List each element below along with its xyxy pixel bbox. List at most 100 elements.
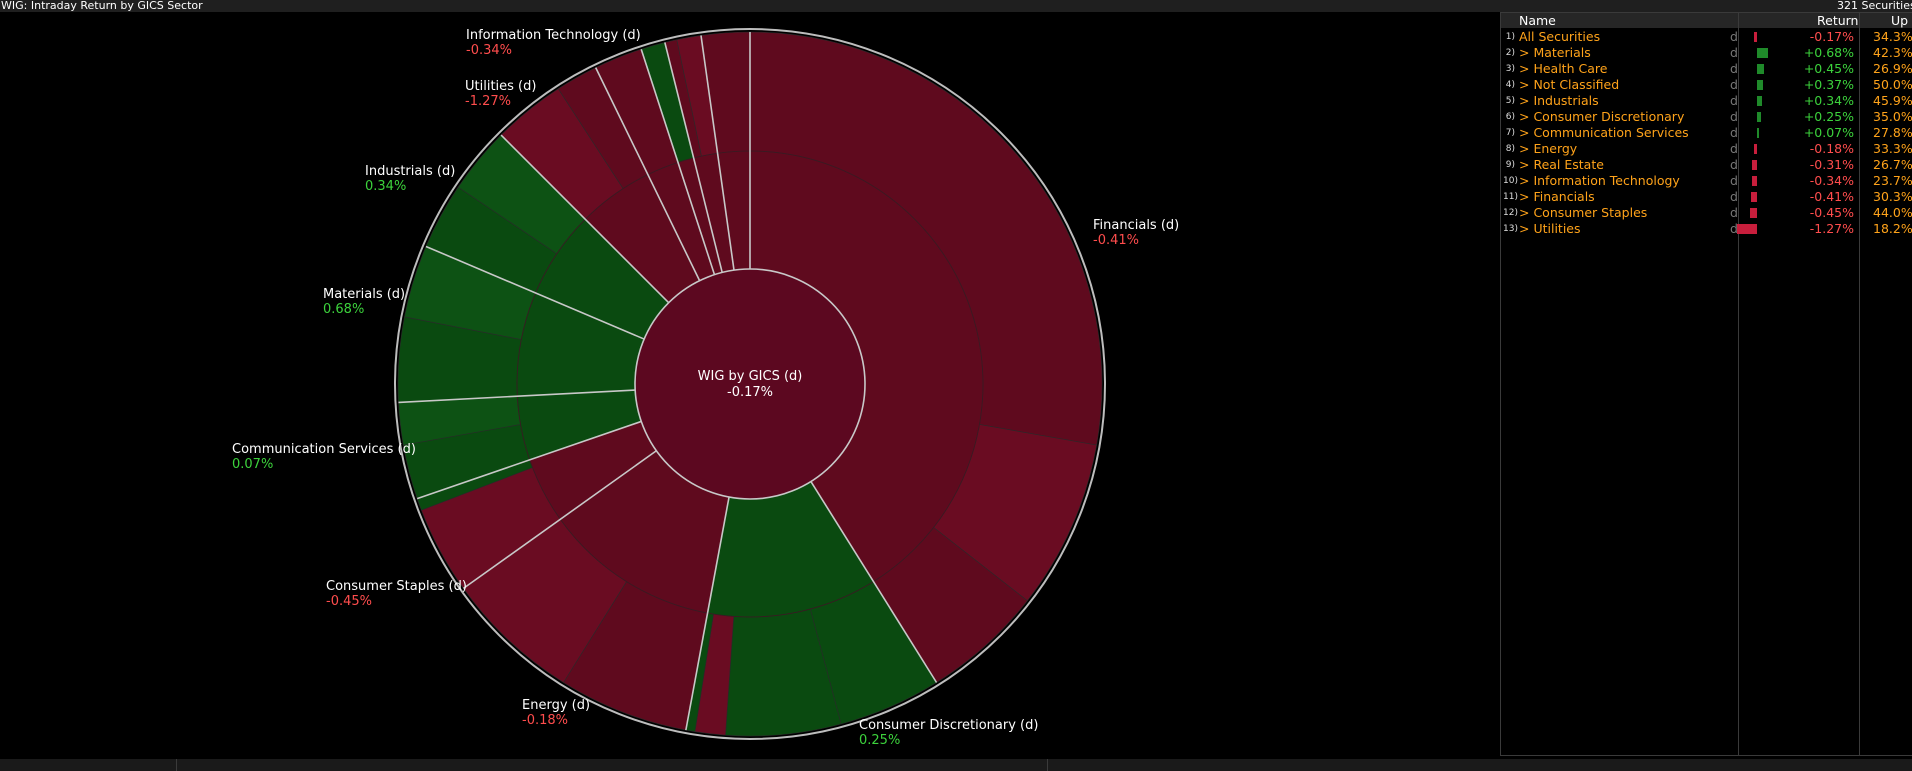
row-d-flag: d bbox=[1730, 189, 1738, 204]
row-return: -0.18% bbox=[1809, 141, 1854, 156]
row-d-flag: d bbox=[1730, 93, 1738, 108]
row-name[interactable]: > Consumer Discretionary bbox=[1519, 109, 1685, 124]
row-return: -0.41% bbox=[1809, 189, 1854, 204]
table-row[interactable]: 6) > Consumer Discretionary d +0.25% 35.0% bbox=[1501, 109, 1912, 125]
securities-count: 321 Securities bbox=[1837, 0, 1912, 12]
row-d-flag: d bbox=[1730, 109, 1738, 124]
header-up[interactable]: Up bbox=[1891, 13, 1909, 28]
sector-divider bbox=[462, 450, 657, 590]
return-bar bbox=[1757, 64, 1764, 74]
return-bar bbox=[1754, 144, 1757, 154]
sector-label[interactable]: Communication Services (d) 0.07% bbox=[232, 442, 416, 472]
row-index: 2) bbox=[1505, 48, 1515, 58]
row-d-flag: d bbox=[1730, 125, 1738, 140]
row-return: +0.25% bbox=[1803, 109, 1854, 124]
row-up-pct: 35.0% bbox=[1873, 109, 1912, 124]
sector-divider bbox=[425, 245, 645, 340]
row-name[interactable]: > Energy bbox=[1519, 141, 1578, 156]
row-name[interactable]: All Securities bbox=[1519, 29, 1601, 44]
row-name[interactable]: > Materials bbox=[1519, 45, 1591, 60]
table-row[interactable]: 5) > Industrials d +0.34% 45.9% bbox=[1501, 93, 1912, 109]
row-index: 8) bbox=[1505, 144, 1515, 154]
table-row[interactable]: 4) > Not Classified d +0.37% 50.0% bbox=[1501, 77, 1912, 93]
table-row[interactable]: 8) > Energy d -0.18% 33.3% bbox=[1501, 141, 1912, 157]
sector-label-name: Information Technology (d) bbox=[466, 28, 641, 43]
table-row[interactable]: 2) > Materials d +0.68% 42.3% bbox=[1501, 45, 1912, 61]
sector-divider bbox=[594, 67, 701, 281]
row-d-flag: d bbox=[1730, 29, 1738, 44]
row-index: 10) bbox=[1503, 176, 1518, 186]
sector-label[interactable]: Consumer Discretionary (d) 0.25% bbox=[859, 718, 1038, 748]
row-name[interactable]: > Utilities bbox=[1519, 221, 1581, 236]
return-bar bbox=[1750, 208, 1757, 218]
row-up-pct: 26.9% bbox=[1873, 61, 1912, 76]
sector-label[interactable]: Utilities (d) -1.27% bbox=[465, 79, 536, 109]
sector-label-value: -1.27% bbox=[465, 94, 511, 109]
header-return[interactable]: Return bbox=[1817, 13, 1859, 28]
sector-label-name: Energy (d) bbox=[522, 698, 591, 713]
row-index: 7) bbox=[1505, 128, 1515, 138]
title-bar: WIG: Intraday Return by GICS Sector 321 … bbox=[0, 0, 1912, 12]
table-row[interactable]: 7) > Communication Services d +0.07% 27.8% bbox=[1501, 125, 1912, 141]
row-return: +0.34% bbox=[1803, 93, 1854, 108]
sector-label-name: Materials (d) bbox=[323, 287, 406, 302]
sector-label-name: Financials (d) bbox=[1093, 218, 1180, 233]
row-up-pct: 33.3% bbox=[1873, 141, 1912, 156]
row-index: 3) bbox=[1505, 64, 1515, 74]
table-row[interactable]: 13) > Utilities d -1.27% 18.2% bbox=[1501, 221, 1912, 237]
sector-label[interactable]: Financials (d) -0.41% bbox=[1093, 218, 1179, 248]
return-bar bbox=[1751, 176, 1757, 186]
sector-label[interactable]: Information Technology (d) -0.34% bbox=[466, 28, 641, 58]
sector-divider bbox=[640, 48, 716, 275]
table-row[interactable]: 12) > Consumer Staples d -0.45% 44.0% bbox=[1501, 205, 1912, 221]
row-d-flag: d bbox=[1730, 173, 1738, 188]
row-up-pct: 45.9% bbox=[1873, 93, 1912, 108]
center-disc bbox=[634, 268, 866, 500]
sector-label-value: -0.45% bbox=[326, 594, 372, 609]
return-bar bbox=[1754, 32, 1757, 42]
table-row[interactable]: 9) > Real Estate d -0.31% 26.7% bbox=[1501, 157, 1912, 173]
table-row[interactable]: 1) All Securities d -0.17% 34.3% bbox=[1501, 29, 1912, 45]
outer-rim bbox=[394, 28, 1106, 740]
sector-table: Name Return Up 1) All Securities d -0.17% 34… bbox=[1500, 12, 1912, 756]
table-row[interactable]: 11) > Financials d -0.41% 30.3% bbox=[1501, 189, 1912, 205]
header-name[interactable]: Name bbox=[1519, 13, 1556, 28]
row-name[interactable]: > Communication Services bbox=[1519, 125, 1689, 140]
sector-divider bbox=[664, 42, 723, 273]
sector-label-name: Utilities (d) bbox=[465, 79, 537, 94]
sector-label[interactable]: Energy (d) -0.18% bbox=[522, 698, 590, 728]
row-name[interactable]: > Financials bbox=[1519, 189, 1595, 204]
sector-label[interactable]: Consumer Staples (d) -0.45% bbox=[326, 579, 467, 609]
row-name[interactable]: > Consumer Staples bbox=[1519, 205, 1648, 220]
table-row[interactable]: 10) > Information Technology d -0.34% 23.7% bbox=[1501, 173, 1912, 189]
row-return: +0.68% bbox=[1803, 45, 1854, 60]
sunburst-chart: WIG by GICS (d)-0.17% bbox=[394, 28, 1106, 740]
sector-divider bbox=[398, 389, 636, 404]
sector-label-name: Industrials (d) bbox=[365, 164, 456, 179]
row-name[interactable]: > Industrials bbox=[1519, 93, 1599, 108]
row-d-flag: d bbox=[1730, 141, 1738, 156]
return-bar bbox=[1752, 160, 1757, 170]
sector-label[interactable]: Industrials (d) 0.34% bbox=[365, 164, 455, 194]
row-up-pct: 23.7% bbox=[1873, 173, 1912, 188]
return-bar bbox=[1757, 128, 1759, 138]
sector-label-value: -0.18% bbox=[522, 713, 568, 728]
sector-label[interactable]: Materials (d) 0.68% bbox=[323, 287, 405, 317]
row-up-pct: 18.2% bbox=[1873, 221, 1912, 236]
table-row[interactable]: 3) > Health Care d +0.45% 26.9% bbox=[1501, 61, 1912, 77]
row-index: 12) bbox=[1503, 208, 1518, 218]
row-up-pct: 50.0% bbox=[1873, 77, 1912, 92]
row-up-pct: 26.7% bbox=[1873, 157, 1912, 172]
row-return: -1.27% bbox=[1809, 221, 1854, 236]
sector-label-value: 0.25% bbox=[859, 733, 901, 748]
row-d-flag: d bbox=[1730, 61, 1738, 76]
row-return: +0.45% bbox=[1803, 61, 1854, 76]
row-name[interactable]: > Information Technology bbox=[1519, 173, 1680, 188]
row-index: 4) bbox=[1505, 80, 1515, 90]
row-name[interactable]: > Health Care bbox=[1519, 61, 1608, 76]
row-name[interactable]: > Real Estate bbox=[1519, 157, 1604, 172]
sector-label-name: Consumer Discretionary (d) bbox=[859, 718, 1039, 733]
row-name[interactable]: > Not Classified bbox=[1519, 77, 1620, 92]
row-up-pct: 42.3% bbox=[1873, 45, 1912, 60]
sector-label-value: 0.07% bbox=[232, 457, 274, 472]
